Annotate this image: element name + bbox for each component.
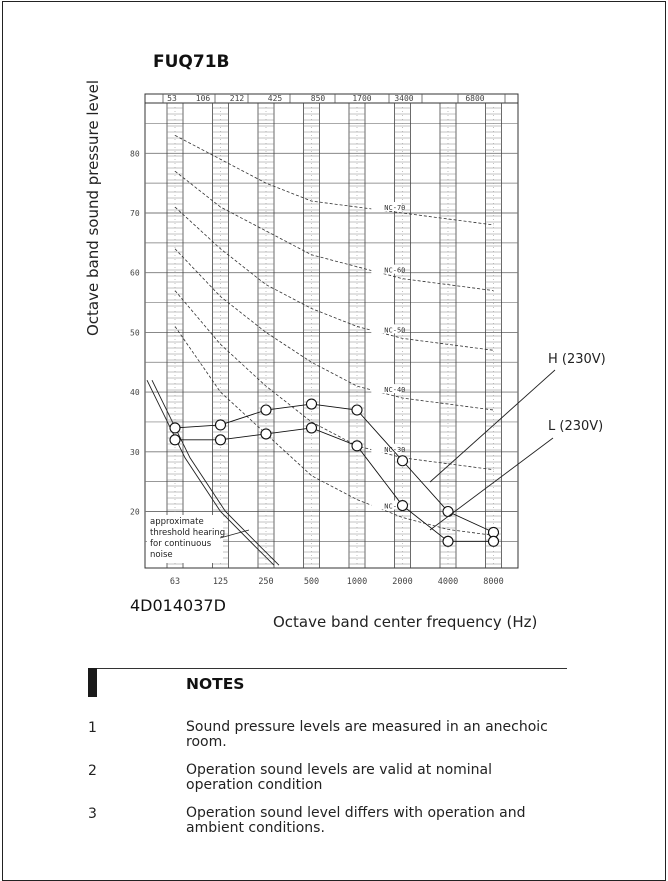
series-l (169, 422, 500, 547)
y-tick-label: 40 (130, 388, 140, 397)
nc-label-bg (371, 500, 402, 510)
x-top-tick-label: 53 (167, 94, 177, 103)
nc-curve (174, 135, 494, 226)
y-tick-label: 30 (130, 448, 140, 457)
data-point (260, 428, 272, 440)
x-tick-label: 1000 (347, 577, 367, 587)
band-columns (166, 103, 502, 568)
threshold-label: noise (150, 550, 173, 560)
x-top-tick-label: 106 (196, 94, 211, 103)
note-number: 1 (88, 720, 97, 736)
series-leader-h (429, 369, 556, 483)
x-top-tick-label: 3400 (394, 94, 413, 103)
nc-curves: NC-70 NC-60 NC-50 NC-40 NC-30 NC-20 (174, 135, 494, 536)
data-point (305, 398, 318, 410)
chart-title: FUQ71B (153, 52, 230, 72)
x-top-tick-label: 6800 (465, 94, 484, 103)
data-point (214, 434, 227, 446)
note-text: Sound pressure levels are measured in an… (186, 720, 576, 750)
data-point (214, 419, 227, 431)
y-tick-label: 70 (130, 209, 140, 218)
data-point (351, 440, 363, 452)
series-line (174, 403, 494, 533)
threshold-label: threshold hearing (150, 528, 225, 538)
threshold-label: approximate (150, 517, 204, 527)
note-line: room. (186, 734, 227, 750)
nc-label-bg (371, 202, 402, 212)
nc-curve (174, 206, 494, 351)
notes-marker (88, 668, 97, 697)
note-text: Operation sound level differs with opera… (186, 806, 576, 836)
y-tick-label: 60 (130, 269, 140, 278)
x-tick-label: 250 (258, 577, 273, 587)
threshold-label-bg (147, 515, 223, 563)
x-top-tick-label: 212 (230, 94, 245, 103)
nc-label: NC-70 (384, 204, 405, 212)
nc-label: NC-40 (384, 386, 405, 394)
x-tick-label: 4000 (438, 577, 458, 587)
note-text: Operation sound levels are valid at nomi… (186, 763, 576, 793)
y-tick-label: 50 (130, 328, 140, 337)
series-label-l: L (230V) (548, 419, 603, 434)
data-point (396, 455, 409, 467)
data-point (442, 505, 454, 518)
x-axis-label: Octave band center frequency (Hz) (273, 613, 538, 631)
nc-label: NC-20 (384, 503, 405, 511)
nc-label: NC-50 (384, 326, 405, 334)
x-top-tick-label: 1700 (352, 94, 371, 103)
data-point (487, 535, 500, 547)
data-point (169, 434, 181, 446)
nc-label-bg (371, 443, 402, 453)
notes-rule (97, 668, 567, 669)
nc-label-bg (371, 384, 402, 394)
y-tick-label: 20 (130, 508, 140, 517)
drawing-code: 4D014037D (130, 596, 226, 615)
nc-curve (174, 248, 494, 411)
data-point (169, 422, 181, 434)
series-h (169, 398, 500, 538)
threshold-label: for continuous (150, 539, 212, 549)
x-tick-label: 8000 (483, 577, 503, 587)
note-line: ambient conditions. (186, 820, 325, 836)
note-line: Sound pressure levels are measured in an… (186, 719, 548, 735)
x-top-tick-label: 850 (311, 94, 326, 103)
nc-curve (174, 170, 494, 292)
series-leader-l (429, 437, 554, 531)
nc-label-bg (371, 324, 402, 334)
note-line: operation condition (186, 777, 323, 793)
x-top-tick-label: 425 (268, 94, 283, 103)
note-line: Operation sound levels are valid at nomi… (186, 762, 492, 778)
x-tick-label: 125 (213, 577, 228, 587)
data-point (260, 404, 272, 416)
note-line: Operation sound level differs with opera… (186, 805, 526, 821)
nc-curve (174, 326, 494, 536)
series-label-h: H (230V) (548, 352, 606, 367)
nc-label: NC-30 (384, 446, 405, 454)
x-tick-label: 2000 (392, 577, 412, 587)
data-point (305, 422, 318, 434)
nc-label-bg (371, 264, 402, 274)
series-line (175, 427, 494, 542)
threshold-pointer (219, 529, 250, 539)
y-tick-label: 80 (130, 149, 140, 158)
note-number: 2 (88, 763, 97, 779)
note-number: 3 (88, 806, 97, 822)
plot-frame (144, 93, 519, 569)
data-point (442, 535, 454, 547)
nc-label: NC-60 (384, 267, 405, 275)
nc-curve (174, 290, 494, 471)
x-tick-label: 500 (304, 577, 319, 587)
notes-heading: NOTES (186, 675, 245, 693)
data-point (351, 404, 363, 416)
x-tick-label: 63 (170, 577, 180, 587)
data-point (396, 499, 409, 512)
